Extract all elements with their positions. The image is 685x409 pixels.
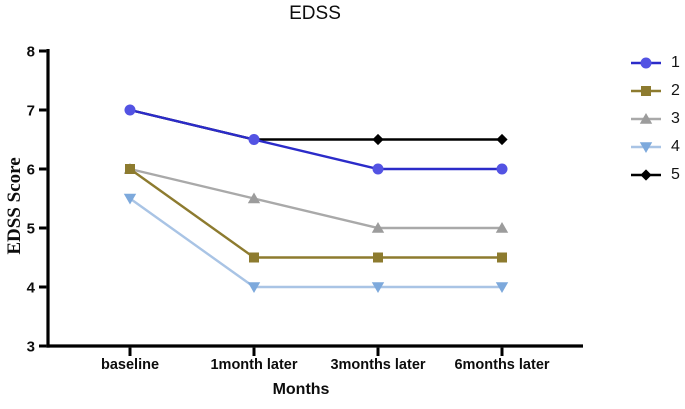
legend-item-3: 3 [630, 110, 680, 128]
triangle-up-marker-icon [247, 192, 261, 204]
series-5 [124, 104, 508, 146]
y-tick-label: 4 [27, 280, 36, 297]
axes [39, 49, 583, 356]
legend-label: 4 [671, 138, 680, 155]
circle-marker-icon [640, 57, 652, 69]
legend-label: 5 [671, 166, 680, 183]
series-1-line [129, 108, 502, 171]
series-1 [124, 104, 508, 175]
triangle-down-marker-icon [639, 142, 653, 153]
legend-key [631, 86, 661, 96]
triangle-up-marker-icon [495, 222, 509, 233]
chart-title: EDSS [289, 3, 341, 24]
series-4-line [129, 197, 502, 289]
x-axis-title: Months [272, 381, 330, 398]
x-tick-label: 3months later [330, 357, 425, 373]
square-marker-icon [373, 252, 383, 263]
circle-marker-icon [124, 104, 136, 116]
triangle-down-marker-icon [123, 193, 137, 205]
legend-item-1: 1 [630, 54, 680, 72]
y-tick-label: 3 [27, 339, 35, 356]
square-marker-icon [641, 86, 651, 96]
legend: 1 2 3 4 5 [630, 54, 680, 184]
square-marker-icon [249, 252, 259, 263]
circle-marker-icon [372, 163, 384, 175]
series-3-line [129, 167, 502, 230]
legend-item-2: 2 [630, 82, 680, 100]
circle-marker-icon [248, 134, 260, 145]
series-4 [123, 193, 509, 293]
x-tick-label: 1month later [210, 357, 297, 373]
legend-item-4: 4 [630, 138, 680, 156]
triangle-down-marker-icon [495, 282, 509, 293]
legend-label: 1 [671, 54, 680, 71]
series-3 [123, 163, 509, 233]
legend-label: 2 [671, 82, 680, 99]
square-marker-icon [497, 252, 507, 263]
y-tick-label: 5 [27, 221, 35, 238]
series-2-line [129, 168, 502, 259]
triangle-down-marker-icon [371, 282, 385, 293]
y-tick-label: 8 [27, 44, 35, 61]
legend-item-5: 5 [630, 166, 680, 184]
triangle-up-marker-icon [639, 113, 653, 124]
legend-label: 3 [671, 110, 680, 127]
series-2 [125, 164, 507, 263]
y-axis-title: EDSS Score [4, 157, 25, 255]
square-marker-icon [125, 164, 135, 174]
series-5-line [129, 108, 502, 141]
y-tick-label: 7 [27, 103, 35, 120]
legend-key [631, 57, 661, 69]
diamond-marker-icon [372, 133, 384, 146]
legend-key [631, 142, 661, 153]
x-tick-label: 6months later [454, 357, 549, 373]
y-tick-label: 6 [27, 162, 35, 179]
diamond-marker-icon [640, 169, 652, 181]
x-tick-label: baseline [101, 357, 159, 373]
diamond-marker-icon [496, 133, 508, 146]
legend-key [631, 169, 661, 181]
circle-marker-icon [496, 163, 508, 175]
triangle-down-marker-icon [247, 282, 261, 293]
legend-key [631, 113, 661, 124]
triangle-up-marker-icon [371, 222, 385, 233]
